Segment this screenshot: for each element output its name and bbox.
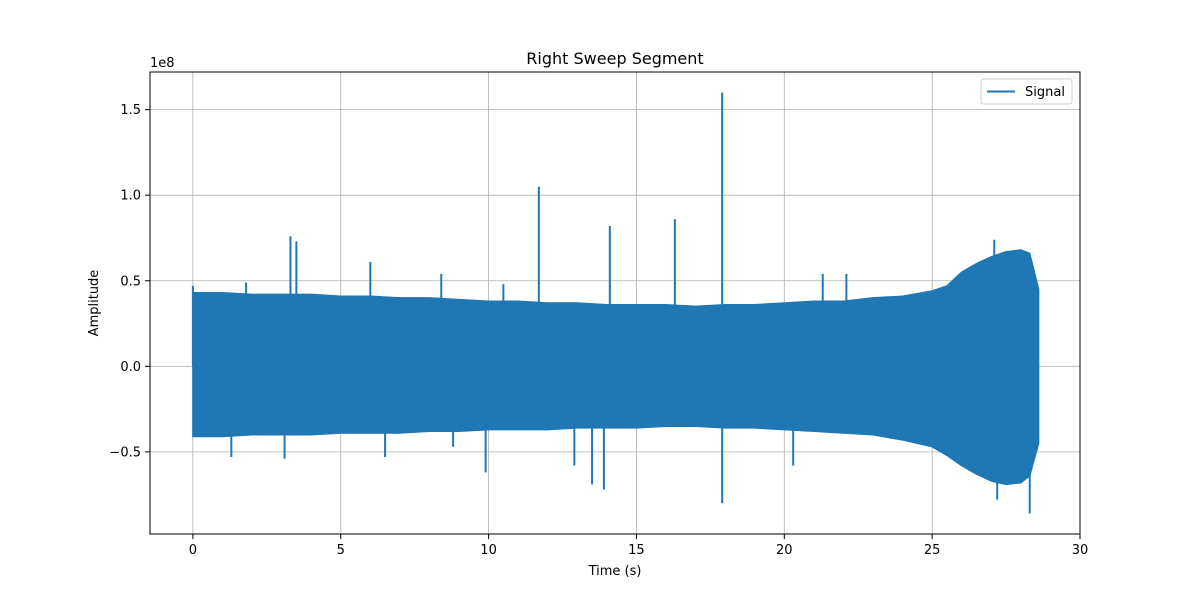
- y-tick-label: 1.5: [120, 103, 141, 118]
- y-tick-label: 0.0: [120, 360, 141, 375]
- signal-envelope: [192, 249, 1040, 486]
- x-axis-label: Time (s): [588, 564, 642, 579]
- x-tick-label: 5: [337, 543, 345, 558]
- y-tick-label: 0.5: [120, 274, 141, 289]
- plot-frame: [149, 71, 1081, 535]
- chart-title: Right Sweep Segment: [526, 49, 703, 68]
- legend-label: Signal: [1025, 85, 1065, 100]
- x-tick-label: 30: [1072, 543, 1089, 558]
- y-axis-label: Amplitude: [87, 270, 102, 337]
- y-scale-multiplier: 1e8: [150, 56, 175, 71]
- x-tick-label: 25: [924, 543, 941, 558]
- y-tick-label: −0.5: [109, 445, 141, 460]
- y-tick-label: 1.0: [120, 189, 141, 204]
- x-tick-label: 20: [776, 543, 793, 558]
- x-tick-label: 0: [189, 543, 197, 558]
- legend-box: [980, 78, 1073, 105]
- ticks-layer: 0 5 10 15 20 25 30 −0.5 0.0 0.5 1.0 1.5: [109, 103, 1088, 558]
- series-layer: [191, 92, 1040, 514]
- legend: Signal: [980, 78, 1073, 105]
- x-tick-label: 10: [480, 543, 497, 558]
- x-tick-label: 15: [628, 543, 645, 558]
